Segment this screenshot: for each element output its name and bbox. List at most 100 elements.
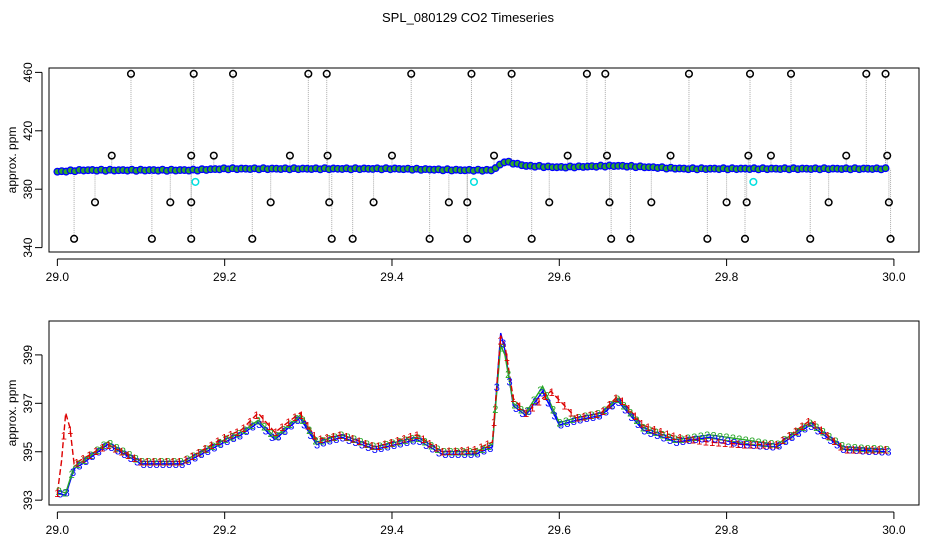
series-3-marker: 3: [686, 435, 692, 447]
series-3-marker: 3: [828, 435, 834, 447]
series-3-marker: 3: [731, 438, 737, 450]
series-1-marker: 1: [529, 402, 535, 414]
series-2-marker: 2: [268, 428, 274, 440]
series-2-marker: 2: [858, 443, 864, 455]
spike-point: [744, 151, 753, 160]
series-1-marker: 1: [658, 427, 664, 439]
y-tick-label: 399: [21, 345, 35, 365]
series-3-marker: 3: [173, 459, 179, 471]
series-2-marker: 2: [659, 430, 665, 442]
spike-point: [605, 198, 614, 207]
spike-point: [187, 151, 196, 160]
series-1-marker: 1: [626, 404, 632, 416]
spike-point: [647, 198, 656, 207]
series-1-marker: 1: [285, 417, 291, 429]
series-3-marker: 3: [436, 447, 442, 459]
series-2-marker: 2: [435, 444, 441, 456]
series-1-marker: 1: [343, 431, 349, 443]
series-3-marker: 3: [109, 442, 115, 454]
series-2-marker: 2: [56, 486, 62, 498]
series-2-marker: 2: [152, 456, 158, 468]
series-2-marker: 2: [698, 431, 704, 443]
series-2-marker: 2: [364, 439, 370, 451]
series-3-marker: 3: [596, 411, 602, 423]
series-1-marker: 1: [703, 436, 709, 448]
series-2-marker: 2: [402, 435, 408, 447]
spike-point: [684, 69, 694, 78]
series-1-marker: 1: [857, 444, 863, 456]
series-3-marker: 3: [590, 412, 596, 424]
series-1-marker: 1: [215, 436, 221, 448]
x-tick-label: 29.2: [213, 523, 237, 537]
series-1-marker: 1: [696, 436, 702, 448]
series-2-marker: 2: [576, 412, 582, 424]
series-1-marker: 1: [163, 456, 169, 468]
series-3-marker: 3: [821, 430, 827, 442]
y-tick-label: 395: [21, 441, 35, 461]
series-1-marker: 1: [420, 434, 426, 446]
series-1-marker: 1: [780, 435, 786, 447]
spike-point: [883, 151, 892, 160]
series-3-marker: 3: [629, 412, 635, 424]
spike-point: [886, 234, 895, 243]
series-1-marker: 1: [382, 439, 388, 451]
series-2-marker: 2: [447, 447, 453, 459]
series-2-marker: 2: [107, 439, 113, 451]
series-2-marker: 2: [191, 451, 197, 463]
spike-point: [881, 69, 890, 78]
series-3-marker: 3: [147, 459, 153, 471]
series-2-marker: 2: [749, 436, 755, 448]
series-2-marker: 2: [255, 416, 261, 428]
series-3-marker: 3: [141, 459, 147, 471]
y-tick-label: 393: [21, 490, 35, 510]
series-2-marker: 2: [556, 418, 562, 430]
series-1-marker: 1: [536, 397, 542, 409]
series-3-marker: 3: [487, 443, 493, 455]
x-tick-label: 29.0: [46, 523, 70, 537]
series-1-marker: 1: [273, 427, 279, 439]
series-3-marker: 3: [584, 413, 590, 425]
series-2-marker: 2: [197, 447, 203, 459]
series-1-marker: 1: [863, 444, 869, 456]
series-1-marker: 1: [882, 444, 888, 456]
series-2-marker: 2: [133, 453, 139, 465]
spike-point: [740, 234, 750, 243]
series-2-marker: 2: [550, 404, 556, 416]
series-1-marker: 1: [497, 335, 503, 347]
series-1-marker: 1: [613, 393, 619, 405]
series-3-marker: 3: [198, 449, 204, 461]
series-1-marker: 1: [93, 446, 99, 458]
series-3-marker: 3: [102, 441, 108, 453]
series-3-line: [57, 332, 886, 497]
series-2-marker: 2: [871, 444, 877, 456]
series-3-marker: 3: [789, 432, 795, 444]
series-2-marker: 2: [711, 430, 717, 442]
series-1-marker: 1: [337, 430, 343, 442]
series-3-marker: 3: [808, 421, 814, 433]
series-2-marker: 2: [473, 447, 479, 459]
series-1-marker: 1: [677, 433, 683, 445]
bottom-panel-axes: 29.0 29.2 29.4 29.6 29.8 30.0 393 395 397 399: [21, 345, 906, 537]
spike-point: [666, 151, 675, 160]
spike-point: [626, 234, 635, 243]
spike-point: [407, 69, 416, 78]
series-1-marker: 1: [876, 444, 882, 456]
series-1-marker: 1: [606, 400, 612, 412]
series-1-marker: 1: [581, 411, 587, 423]
series-2-marker: 2: [877, 444, 883, 456]
series-2-marker: 2: [428, 440, 434, 452]
series-1-marker: 1: [671, 431, 677, 443]
series-3-marker: 3: [269, 432, 275, 444]
series-1-marker: 1: [683, 434, 689, 446]
series-2-marker: 2: [788, 430, 794, 442]
series-3-marker: 3: [860, 445, 866, 457]
series-3-marker: 3: [648, 428, 654, 440]
series-3-marker: 3: [346, 435, 352, 447]
spike-point: [147, 234, 156, 243]
series-3-marker: 3: [667, 435, 673, 447]
series-1-marker: 1: [266, 421, 272, 433]
series-1-marker: 1: [716, 438, 722, 450]
series-3-marker: 3: [763, 441, 769, 453]
series-3-marker: 3: [738, 439, 744, 451]
series-2-marker: 2: [601, 405, 607, 417]
